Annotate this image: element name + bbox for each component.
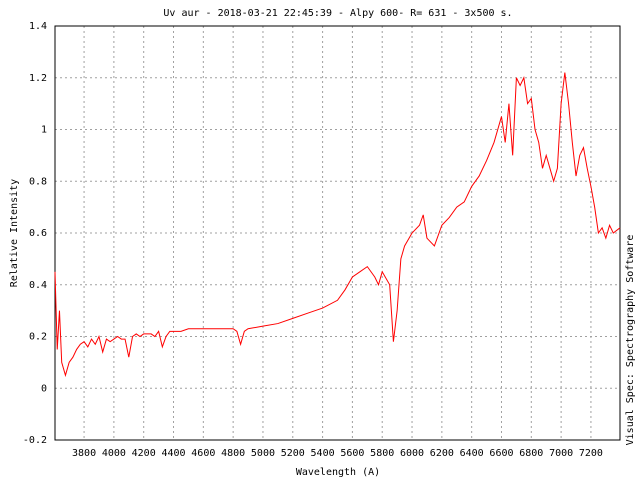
x-tick-label: 5600 [340,448,364,459]
x-tick-label: 5000 [251,448,275,459]
x-axis-label: Wavelength (A) [296,467,380,478]
x-tick-label: 6800 [519,448,543,459]
y-tick-label: 0.8 [29,176,47,187]
x-tick-label: 6400 [460,448,484,459]
x-tick-label: 4400 [161,448,185,459]
x-tick-label: 6600 [489,448,513,459]
x-tick-label: 4000 [102,448,126,459]
x-tick-label: 7200 [579,448,603,459]
x-tick-label: 3800 [72,448,96,459]
y-tick-label: 1.4 [29,21,47,32]
y-tick-label: 0 [41,383,47,394]
x-tick-label: 4800 [221,448,245,459]
y-axis-label: Relative Intensity [9,179,20,287]
y-tick-label: 1.2 [29,73,47,84]
x-tick-label: 7000 [549,448,573,459]
y-tick-label: 0.4 [29,280,47,291]
y-tick-label: 1 [41,125,47,136]
y-tick-label: 0.6 [29,228,47,239]
x-tick-label: 5200 [281,448,305,459]
x-tick-label: 5800 [370,448,394,459]
chart-title: Uv aur - 2018-03-21 22:45:39 - Alpy 600-… [163,8,512,19]
y-tick-label: -0.2 [23,435,47,446]
y-tick-label: 0.2 [29,332,47,343]
x-tick-label: 5400 [311,448,335,459]
x-tick-label: 6200 [430,448,454,459]
x-tick-label: 4200 [132,448,156,459]
x-tick-label: 4600 [191,448,215,459]
annotation: Visual Spec: Spectrography Software [625,235,636,446]
spectrum-line [54,72,621,378]
x-tick-label: 6000 [400,448,424,459]
plot-frame [54,25,621,441]
